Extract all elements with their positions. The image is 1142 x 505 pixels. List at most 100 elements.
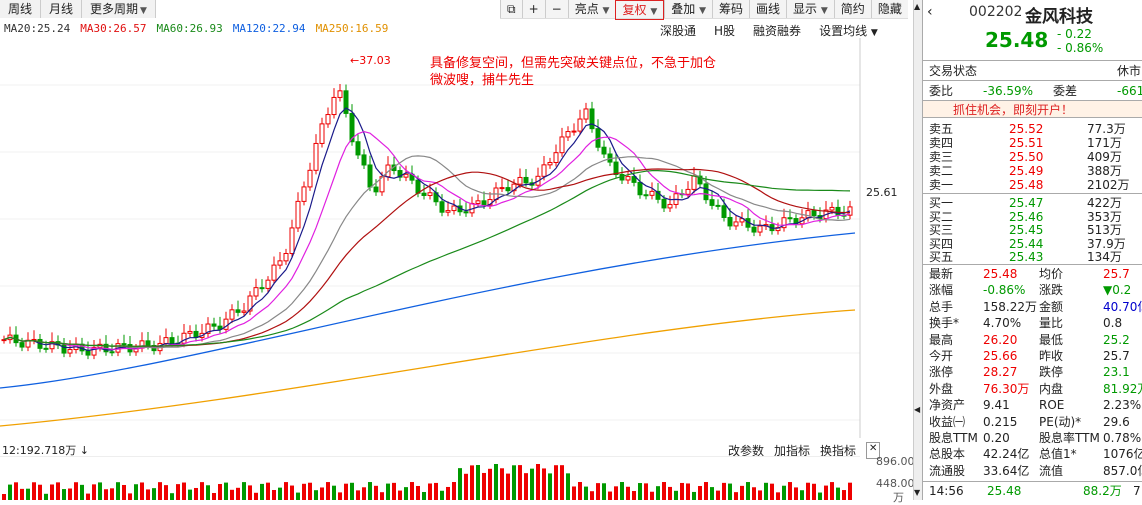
hide-button[interactable]: 隐藏 — [870, 0, 908, 18]
sell-row: 卖四 25.51 171万 — [927, 136, 1142, 150]
stat-label: 涨停 — [929, 365, 954, 380]
chevron-left-icon[interactable]: ◀ — [914, 405, 921, 414]
chevron-down-icon: ▼ — [870, 28, 878, 38]
draw-button[interactable]: 画线 — [749, 0, 786, 18]
stat-value: 26.20 — [983, 332, 1018, 347]
sell-row: 卖一 25.48 2102万 — [927, 178, 1142, 192]
chevron-down-icon: ▼ — [820, 6, 828, 16]
overlay-button[interactable]: 叠加 ▼ — [664, 0, 712, 18]
stat-label: 金额 — [1039, 299, 1064, 314]
stat-label: 股息率TTM — [1039, 431, 1100, 445]
buy-label: 买五 — [929, 250, 954, 264]
sell-price: 25.52 — [1009, 122, 1044, 136]
stat-value: 158.22万 — [983, 299, 1037, 314]
stat-value: 4.70% — [983, 316, 1022, 331]
sell-volume: 171万 — [1087, 136, 1122, 150]
tab-more-periods[interactable]: 更多周期 ▼ — [82, 0, 156, 18]
buy-label: 买二 — [929, 209, 954, 224]
layout-button[interactable]: ⧉ — [500, 0, 522, 18]
weicha-label: 委差 — [1053, 84, 1078, 98]
back-chevron-icon[interactable]: ‹ — [927, 4, 933, 20]
stat-label: 总股本 — [929, 447, 966, 462]
add-indicator-button[interactable]: 加指标 — [774, 444, 811, 458]
open-account-banner[interactable]: 抓住机会，即刻开户！ — [923, 100, 1142, 118]
stat-value: ▼0.2 — [1103, 283, 1132, 298]
stat-row: 最新 25.48 均价 25.7 — [927, 267, 1142, 281]
stat-label: 涨幅 — [929, 283, 954, 298]
set-ma-button[interactable]: 设置均线 ▼ — [819, 22, 878, 39]
highlight-label: 亮点 — [574, 2, 599, 16]
buy-price: 25.45 — [1009, 223, 1044, 237]
sell-label: 卖二 — [929, 164, 954, 178]
stat-label: 换手* — [929, 316, 960, 331]
sell-label: 卖五 — [929, 122, 954, 136]
chevron-up-icon[interactable]: ▲ — [914, 2, 921, 11]
period-tabs: 周线 月线 更多周期 ▼ — [0, 0, 156, 18]
buy-label: 买四 — [929, 236, 954, 251]
stat-label: 收益㈠ — [929, 414, 966, 429]
stat-value: 0.78% — [1103, 431, 1142, 445]
swap-indicator-button[interactable]: 换指标 — [820, 444, 857, 458]
kline-chart[interactable] — [0, 38, 912, 438]
sell-row: 卖三 25.50 409万 — [927, 150, 1142, 164]
close-icon[interactable]: ✕ — [866, 442, 881, 459]
buy-label: 买一 — [929, 196, 954, 210]
stat-value: 40.70亿 — [1103, 299, 1142, 314]
overlay-label: 叠加 — [671, 2, 696, 16]
volume-chart[interactable] — [0, 456, 912, 500]
volume-header-value: 12:192.718万 — [2, 444, 77, 457]
tab-month[interactable]: 月线 — [41, 0, 83, 18]
sell-volume: 2102万 — [1087, 178, 1130, 192]
hshare-link[interactable]: H股 — [714, 24, 736, 38]
quote-panel: ‹ 002202 金风科技 25.48 - 0.22 - 0.86% 交易状态 … — [922, 0, 1142, 500]
fuquan-button[interactable]: 复权 ▼ — [615, 0, 665, 20]
stat-label: 最低 — [1039, 332, 1064, 347]
buy-volume: 422万 — [1087, 196, 1122, 210]
buy-row: 买四 25.44 37.9万 — [927, 237, 1142, 251]
stat-label: 净资产 — [929, 398, 966, 413]
buy-price: 25.44 — [1009, 236, 1044, 251]
display-button[interactable]: 显示 ▼ — [786, 0, 834, 18]
stat-label: 跌停 — [1039, 365, 1064, 380]
buy-row: 买三 25.45 513万 — [927, 223, 1142, 237]
stat-label: 股息TTM — [929, 431, 978, 445]
chevron-down-icon[interactable]: ▼ — [914, 488, 921, 497]
display-label: 显示 — [793, 2, 818, 16]
divider — [923, 193, 1142, 194]
chip-button[interactable]: 筹码 — [712, 0, 749, 18]
stat-row: 换手* 4.70% 量比 0.8 — [927, 316, 1142, 330]
stat-value: 28.27 — [983, 365, 1018, 380]
annotation-line-1: 具备修复空间，但需先突破关键点位，不急于加仓 — [430, 56, 717, 71]
sell-price: 25.48 — [1009, 178, 1044, 192]
stat-value: 81.92万 — [1103, 381, 1142, 396]
volume-axis-896: 896.00 — [876, 455, 915, 468]
last-price-label: 25.61 — [866, 186, 898, 199]
zoom-out-button[interactable]: − — [544, 0, 568, 18]
zoom-in-button[interactable]: + — [521, 0, 545, 18]
sgt-link[interactable]: 深股通 — [660, 24, 697, 38]
tick-extra: 7 — [1133, 484, 1141, 498]
stat-row: 涨幅 -0.86% 涨跌 ▼0.2 — [927, 283, 1142, 297]
highlight-button[interactable]: 亮点 ▼ — [567, 0, 616, 18]
chevron-down-icon: ▼ — [602, 6, 610, 16]
stat-row: 今开 25.66 昨收 25.7 — [927, 349, 1142, 363]
tab-week[interactable]: 周线 — [0, 0, 42, 18]
tick-row: 14:56 25.48 88.2万 7 — [927, 484, 1142, 498]
vertical-scrollbar[interactable]: ▲ ◀ ▼ — [913, 0, 923, 500]
stat-label: ROE — [1039, 398, 1065, 413]
modify-params-button[interactable]: 改参数 — [728, 444, 765, 458]
margin-link[interactable]: 融资融券 — [753, 24, 802, 38]
stat-label: 总手 — [929, 299, 954, 314]
annotation-line-2: 微波嗖，捕牛先生 — [430, 73, 535, 88]
stat-row: 涨停 28.27 跌停 23.1 — [927, 365, 1142, 379]
volume-axis-unit: 万 — [893, 491, 904, 504]
webi-value: -36.59% — [983, 84, 1034, 98]
sell-row: 卖五 25.52 77.3万 — [927, 122, 1142, 136]
stat-value: 23.1 — [1103, 365, 1130, 380]
buy-row: 买二 25.46 353万 — [927, 210, 1142, 224]
stat-label: 内盘 — [1039, 381, 1064, 396]
stat-value: 76.30万 — [983, 381, 1030, 396]
simple-button[interactable]: 简约 — [833, 0, 871, 18]
